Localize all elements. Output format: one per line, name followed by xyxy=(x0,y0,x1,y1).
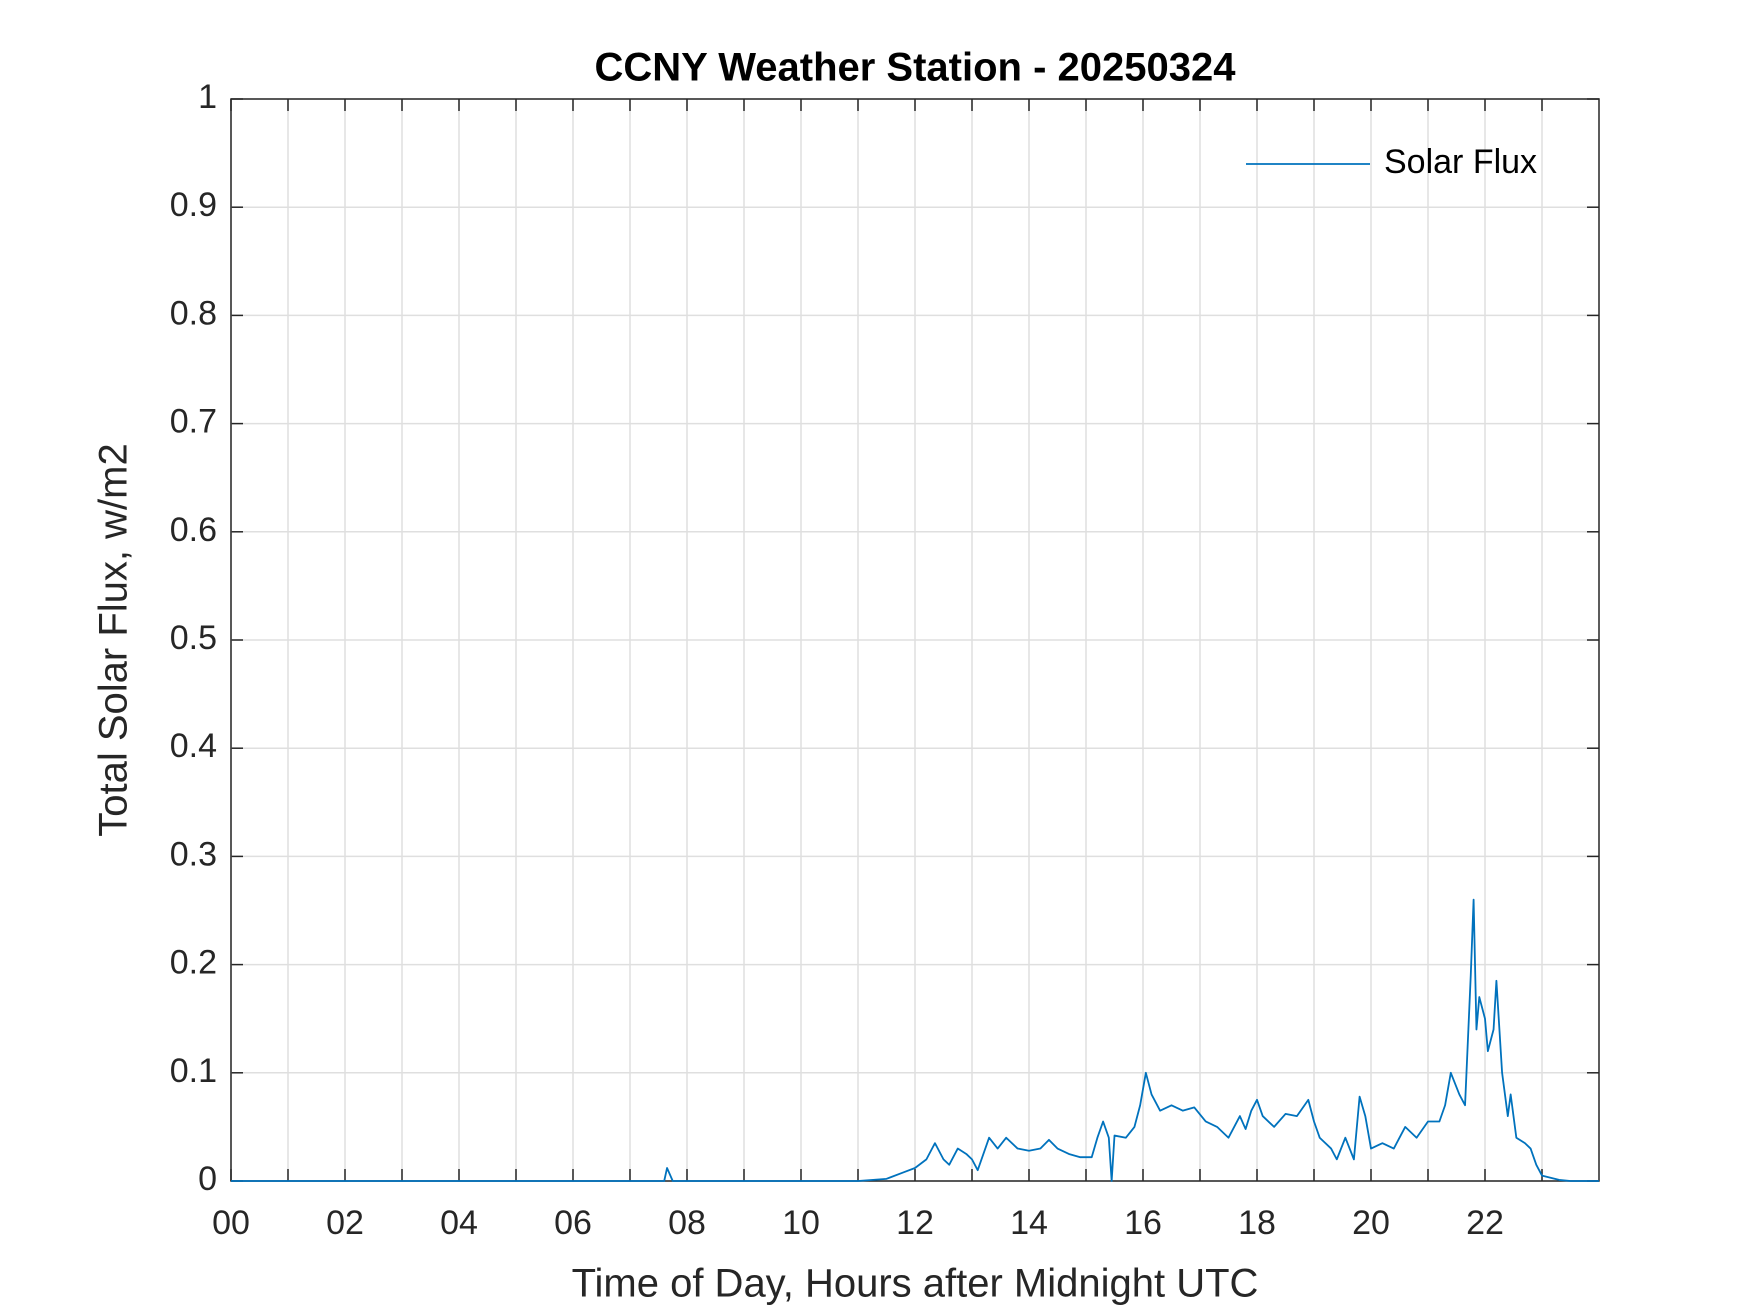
plot-frame xyxy=(230,98,1600,1182)
y-tick-label: 0.9 xyxy=(170,186,217,224)
y-tick-label: 0.1 xyxy=(170,1052,217,1090)
y-tick-label: 0.8 xyxy=(170,294,217,332)
x-tick-label: 22 xyxy=(1466,1204,1504,1242)
y-tick-label: 0.2 xyxy=(170,944,217,982)
y-tick-label: 1 xyxy=(198,78,217,116)
x-axis-label: Time of Day, Hours after Midnight UTC xyxy=(572,1262,1259,1306)
x-tick-label: 14 xyxy=(1010,1204,1048,1242)
y-tick-label: 0.6 xyxy=(170,511,217,549)
legend-label: Solar Flux xyxy=(1384,143,1537,181)
y-axis-label: Total Solar Flux, w/m2 xyxy=(92,443,136,836)
y-tick-label: 0.4 xyxy=(170,727,217,765)
x-tick-label: 08 xyxy=(668,1204,706,1242)
chart-title: CCNY Weather Station - 20250324 xyxy=(595,46,1237,90)
x-tick-label: 18 xyxy=(1238,1204,1276,1242)
y-tick-label: 0.5 xyxy=(170,619,217,657)
y-tick-label: 0.7 xyxy=(170,403,217,441)
y-tick-label: 0 xyxy=(198,1160,217,1198)
y-tick-label: 0.3 xyxy=(170,835,217,873)
x-tick-label: 12 xyxy=(896,1204,934,1242)
x-tick-label: 02 xyxy=(326,1204,364,1242)
x-tick-label: 10 xyxy=(782,1204,820,1242)
x-tick-label: 06 xyxy=(554,1204,592,1242)
x-tick-label: 16 xyxy=(1124,1204,1162,1242)
data-line xyxy=(231,898,1599,1182)
x-tick-label: 20 xyxy=(1352,1204,1390,1242)
x-tick-label: 00 xyxy=(212,1204,250,1242)
x-tick-label: 04 xyxy=(440,1204,478,1242)
